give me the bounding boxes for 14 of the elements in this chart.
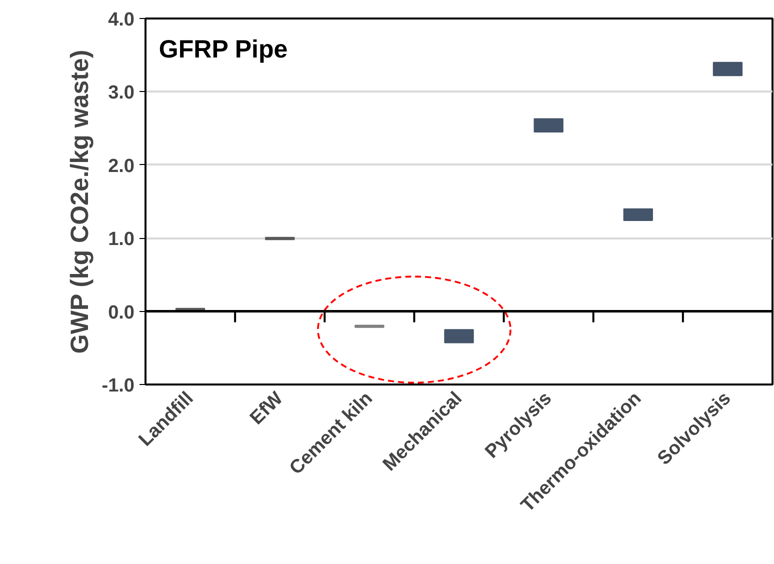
bar [444, 329, 474, 344]
bar [534, 118, 564, 132]
y-axis-title: GWP (kg CO2e./kg waste) [66, 50, 94, 354]
bar [354, 324, 384, 328]
y-tick-label: -1.0 [102, 376, 135, 396]
y-tick-label: 2.0 [108, 156, 135, 177]
bar [712, 62, 743, 76]
bar [265, 236, 295, 240]
y-tick-label: 1.0 [108, 229, 135, 250]
y-tick-label: 3.0 [108, 82, 135, 104]
bar [623, 208, 653, 222]
y-tick-label: 0.0 [108, 302, 135, 324]
text: GFRP Pipe [158, 36, 288, 64]
y-tick-label: 4.0 [108, 10, 135, 30]
